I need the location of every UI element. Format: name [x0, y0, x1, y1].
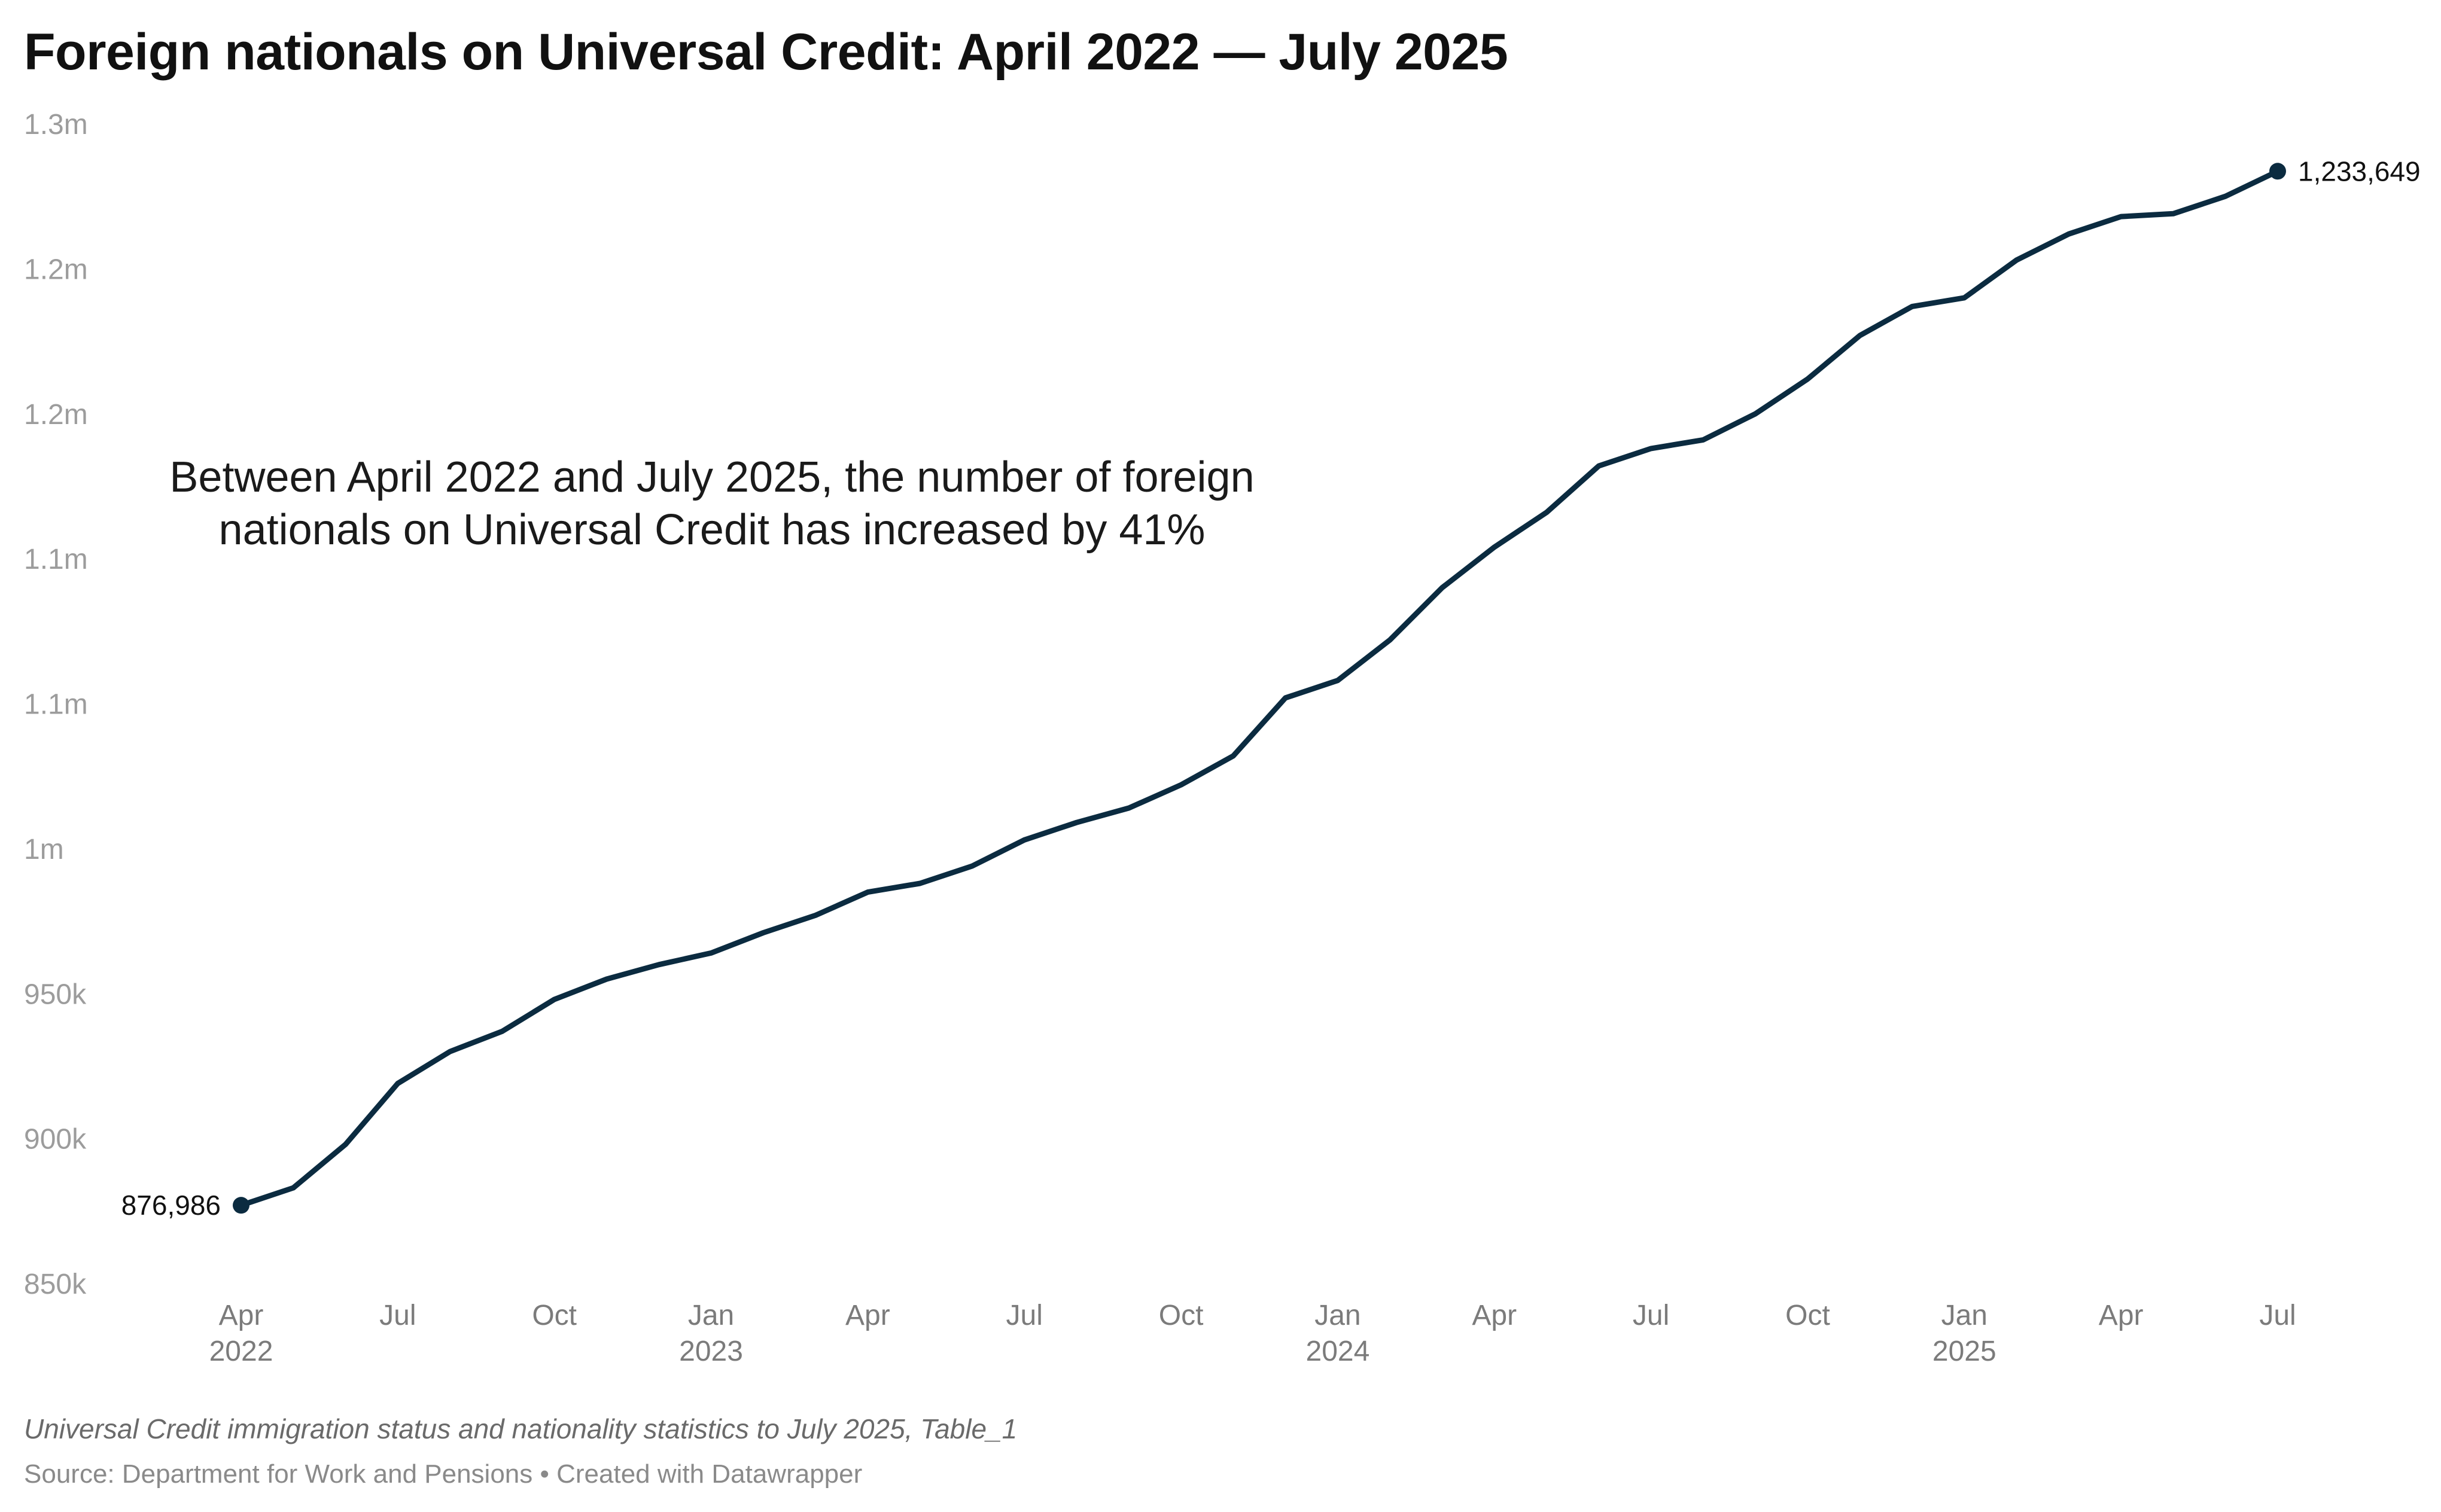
- x-tick-year: 2023: [679, 1336, 743, 1367]
- y-axis: 850k 900k 950k 1m 1.1m 1.1m 1.2m 1.2m 1.3m: [24, 109, 88, 1300]
- x-tick-label: Jul: [1633, 1300, 1669, 1331]
- start-point: [233, 1197, 249, 1214]
- y-tick-label: 950k: [24, 978, 87, 1010]
- x-tick-label: Jul: [1006, 1300, 1043, 1331]
- x-axis: Apr 2022 Jul Oct Jan 2023 Apr Jul Oct Jan 2024 Apr J…: [209, 1300, 2296, 1367]
- x-tick-label: Oct: [1785, 1300, 1830, 1331]
- x-tick-year: 2025: [1932, 1336, 1996, 1367]
- y-tick-label: 1m: [24, 834, 64, 865]
- y-tick-label: 1.3m: [24, 109, 88, 141]
- x-tick-label: Apr: [845, 1300, 890, 1331]
- start-value-label: 876,986: [121, 1190, 221, 1221]
- chart-caption: Universal Credit immigration status and …: [24, 1413, 1018, 1444]
- y-tick-label: 900k: [24, 1124, 87, 1156]
- x-tick-label: Jul: [2259, 1300, 2296, 1331]
- annotation-line-2: nationals on Universal Credit has increa…: [219, 506, 1206, 554]
- end-point: [2269, 163, 2286, 180]
- x-tick-label: Jan: [688, 1300, 734, 1331]
- x-tick-label: Oct: [1159, 1300, 1204, 1331]
- y-tick-label: 1.2m: [24, 399, 88, 431]
- x-tick-label: Apr: [2099, 1300, 2144, 1331]
- source-credit: Source: Department for Work and Pensions…: [24, 1459, 863, 1489]
- x-tick-label: Apr: [219, 1300, 264, 1331]
- end-value-label: 1,233,649: [2298, 156, 2421, 187]
- y-tick-label: 850k: [24, 1269, 87, 1300]
- x-tick-label: Jan: [1314, 1300, 1360, 1331]
- series-line: [238, 168, 2281, 1208]
- x-tick-label: Apr: [1472, 1300, 1517, 1331]
- x-tick-year: 2022: [209, 1336, 273, 1367]
- x-tick-label: Jan: [1941, 1300, 1988, 1331]
- y-tick-label: 1.1m: [24, 689, 88, 721]
- annotation-line-1: Between April 2022 and July 2025, the nu…: [169, 453, 1254, 501]
- y-tick-label: 1.2m: [24, 254, 88, 285]
- chart-title: Foreign nationals on Universal Credit: A…: [24, 23, 1508, 81]
- x-tick-label: Jul: [379, 1300, 416, 1331]
- x-tick-label: Oct: [532, 1300, 577, 1331]
- x-tick-year: 2024: [1306, 1336, 1370, 1367]
- y-tick-label: 1.1m: [24, 544, 88, 575]
